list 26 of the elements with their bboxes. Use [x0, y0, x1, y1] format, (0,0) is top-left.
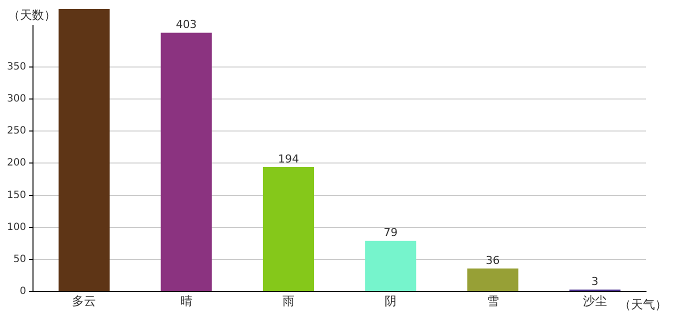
y-axis-title: （天数）	[8, 8, 56, 22]
y-tick-label: 50	[13, 254, 26, 266]
bar	[262, 167, 314, 292]
y-tick-label: 350	[6, 61, 26, 72]
x-tick-label: 雨	[282, 294, 294, 308]
x-tick-label: 雪	[486, 294, 499, 308]
data-label: 36	[486, 254, 500, 267]
y-tick-label: 100	[6, 222, 26, 233]
data-label: 79	[384, 226, 398, 240]
data-label: 403	[176, 18, 197, 32]
bar	[58, 9, 110, 292]
bar	[160, 32, 212, 292]
data-label: 194	[278, 152, 299, 166]
y-tick-label: 200	[6, 158, 26, 169]
y-tick-label: 0	[20, 286, 26, 298]
y-tick-label: 150	[6, 190, 26, 201]
data-label: 3	[591, 275, 598, 288]
y-tick-label: 300	[6, 94, 26, 105]
x-tick-label: 沙尘	[582, 294, 607, 308]
bar	[467, 268, 518, 292]
x-tick-label: 阴	[384, 294, 397, 308]
bar	[365, 240, 416, 292]
x-axis-title: （天气）	[618, 298, 667, 312]
x-tick-label: 晴	[180, 294, 192, 308]
y-tick-label: 250	[6, 126, 26, 137]
x-tick-label: 多云	[72, 294, 96, 308]
